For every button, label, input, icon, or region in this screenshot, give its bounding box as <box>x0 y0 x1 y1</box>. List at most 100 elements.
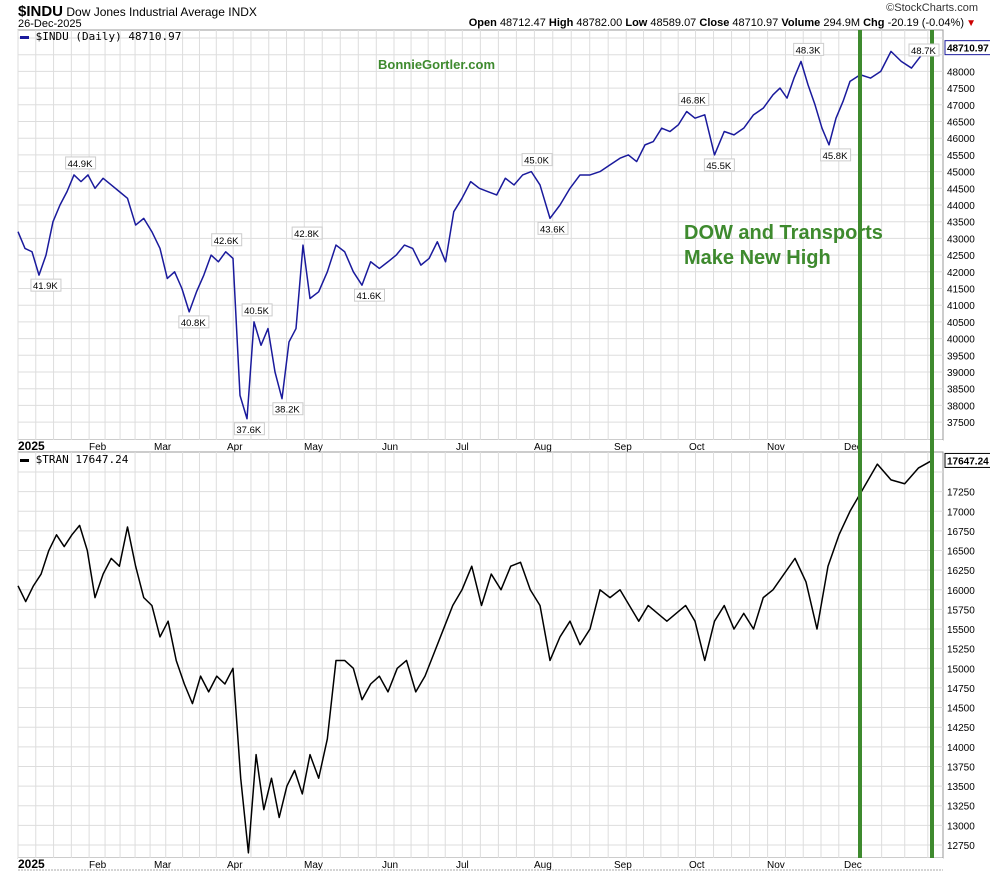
y-tick-label: 13000 <box>947 821 975 832</box>
watermark: BonnieGortler.com <box>378 57 496 72</box>
x-tick-label: Aug <box>534 860 552 871</box>
x-tick-label: Mar <box>154 860 172 871</box>
y-tick-label: 13500 <box>947 782 975 793</box>
last-value-label: 48710.97 <box>947 44 989 55</box>
value-label: 42.6K <box>214 236 239 247</box>
open-value: 48712.47 <box>499 17 546 29</box>
x-tick-label: Dec <box>844 860 862 871</box>
y-tick-label: 15000 <box>947 664 975 675</box>
y-tick-label: 14500 <box>947 704 975 715</box>
y-tick-label: 14250 <box>947 723 975 734</box>
y-tick-label: 15500 <box>947 625 975 636</box>
change-value: -20.19 (-0.04%) <box>887 17 964 29</box>
x-tick-label: Nov <box>767 860 785 871</box>
value-label: 37.6K <box>236 425 261 436</box>
volume-value: 294.9M <box>823 17 861 29</box>
annotation-line-1: DOW and Transports <box>684 222 883 244</box>
y-tick-label: 47000 <box>947 101 975 112</box>
x-tick-label: Dec <box>844 442 862 453</box>
y-tick-label: 40500 <box>947 318 975 329</box>
x-tick-label: Apr <box>227 442 243 453</box>
value-label-box <box>272 402 304 416</box>
value-label-box <box>30 278 62 292</box>
x-tick-label: Aug <box>534 442 552 453</box>
y-tick-label: 45500 <box>947 151 975 162</box>
dow-line <box>17 47 933 420</box>
value-label-box <box>241 303 273 317</box>
value-label: 46.8K <box>681 95 706 106</box>
y-tick-label: 17000 <box>947 507 975 518</box>
y-tick-label: 43500 <box>947 218 975 229</box>
x-tick-label: Jun <box>382 860 398 871</box>
y-tick-label: 40000 <box>947 335 975 346</box>
x-tick-label: Oct <box>689 442 705 453</box>
exchange: INDX <box>228 5 257 19</box>
value-label: 45.5K <box>706 161 731 172</box>
chart-title: $INDU Dow Jones Industrial Average INDX <box>18 3 257 20</box>
x-tick-label: Apr <box>227 860 243 871</box>
y-tick-label: 14000 <box>947 743 975 754</box>
y-tick-label: 43000 <box>947 234 975 245</box>
high-label: High <box>548 17 574 29</box>
value-label: 38.2K <box>275 405 300 416</box>
down-arrow-icon: ▼ <box>966 18 976 29</box>
value-label: 44.9K <box>68 159 93 170</box>
x-tick-label: Nov <box>767 442 785 453</box>
y-tick-label: 42500 <box>947 251 975 262</box>
y-tick-label: 16500 <box>947 547 975 558</box>
last-value-tag <box>944 452 990 468</box>
value-label: 48.7K <box>911 46 936 57</box>
value-label: 40.5K <box>244 306 269 317</box>
y-tick-label: 42000 <box>947 268 975 279</box>
value-label-box <box>521 153 553 167</box>
close-value: 48710.97 <box>732 17 779 29</box>
value-label-box <box>793 42 825 56</box>
ohlc-summary: Open 48712.47 High 48782.00 Low 48589.07… <box>469 17 964 29</box>
y-tick-label: 15750 <box>947 605 975 616</box>
stockcharts-credit[interactable]: ©StockCharts.com <box>886 2 978 14</box>
y-tick-label: 44500 <box>947 184 975 195</box>
value-label-box <box>908 43 940 57</box>
x-tick-label: 2025 <box>18 857 45 871</box>
y-tick-label: 16750 <box>947 527 975 538</box>
value-label-box <box>233 422 265 436</box>
value-label: 48.3K <box>796 45 821 56</box>
y-tick-label: 15250 <box>947 645 975 656</box>
y-tick-label: 13250 <box>947 802 975 813</box>
x-tick-label: Jul <box>456 860 469 871</box>
value-label-box <box>678 92 710 106</box>
x-axis-band <box>18 440 943 452</box>
tran-legend-text: $TRAN 17647.24 <box>35 453 129 466</box>
value-label: 41.6K <box>357 291 382 302</box>
value-label-box <box>703 158 735 172</box>
volume-label: Volume <box>781 17 821 29</box>
legend-swatch-icon <box>20 458 29 462</box>
symbol: $INDU <box>18 3 64 20</box>
value-label-box <box>178 315 210 329</box>
y-tick-label: 44000 <box>947 201 975 212</box>
dow-legend: $INDU (Daily) 48710.97 <box>20 30 181 43</box>
y-tick-label: 39000 <box>947 368 975 379</box>
y-tick-label: 48000 <box>947 67 975 78</box>
value-label: 40.8K <box>181 318 206 329</box>
y-tick-label: 47500 <box>947 84 975 95</box>
y-tick-label: 38000 <box>947 401 975 412</box>
y-tick-label: 41000 <box>947 301 975 312</box>
x-tick-label: Feb <box>89 442 107 453</box>
y-tick-label: 16000 <box>947 586 975 597</box>
x-tick-label: Sep <box>614 860 632 871</box>
x-tick-label: Sep <box>614 442 632 453</box>
low-label: Low <box>625 17 648 29</box>
value-label: 45.0K <box>524 156 549 167</box>
y-tick-label: 37500 <box>947 418 975 429</box>
x-tick-label: Mar <box>154 442 172 453</box>
y-tick-label: 46000 <box>947 134 975 145</box>
close-label: Close <box>699 17 730 29</box>
x-tick-label: 2025 <box>18 439 45 453</box>
value-label: 42.8K <box>294 229 319 240</box>
x-axis-band <box>18 858 943 870</box>
x-tick-label: May <box>304 442 323 453</box>
value-label-box <box>537 221 569 235</box>
dow-legend-text: $INDU (Daily) 48710.97 <box>35 30 182 43</box>
